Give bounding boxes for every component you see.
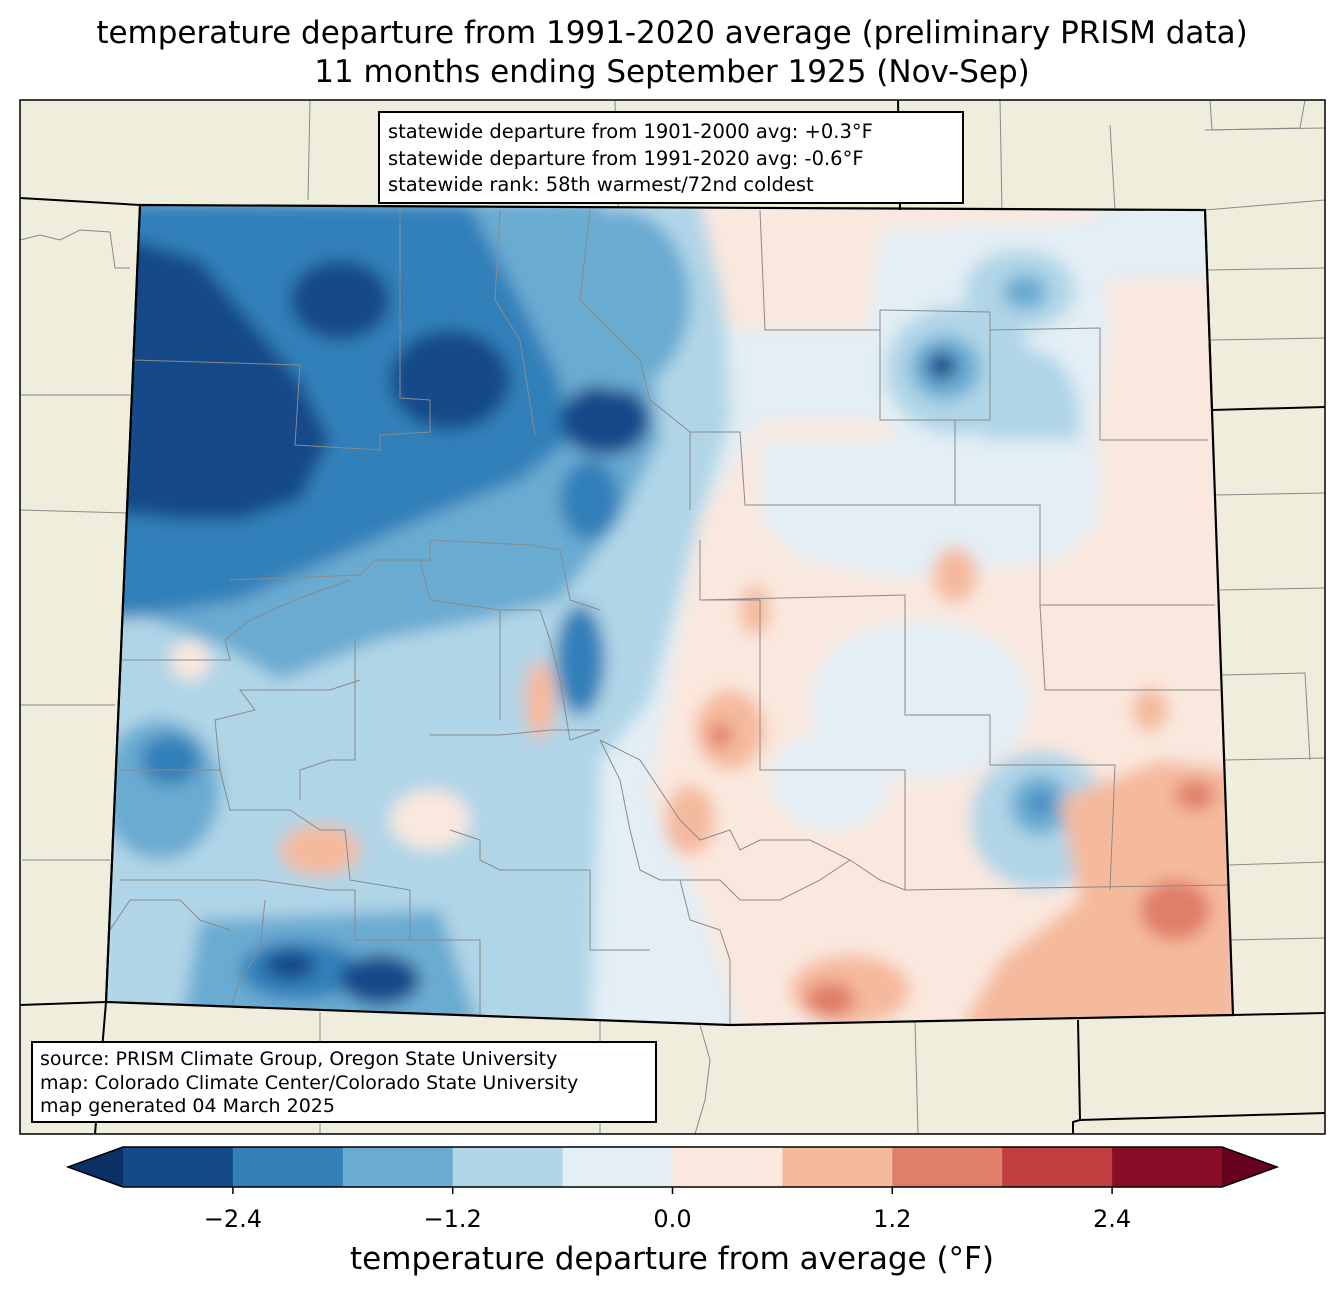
- stats-rank: statewide rank: 58th warmest/72nd coldes…: [388, 173, 814, 196]
- source-line: source: PRISM Climate Group, Oregon Stat…: [40, 1048, 558, 1070]
- colorbar-bin-3: [452, 1147, 564, 1187]
- colorbar-tick-label: −2.4: [203, 1205, 263, 1233]
- colorbar-bin-7: [892, 1147, 1003, 1187]
- stats-departure-1901-2000: statewide departure from 1901-2000 avg: …: [388, 120, 873, 143]
- stats-departure-1991-2020: statewide departure from 1991-2020 avg: …: [388, 146, 864, 170]
- colorbar-bin-2: [342, 1147, 454, 1187]
- source-box: source: PRISM Climate Group, Oregon Stat…: [31, 1041, 657, 1123]
- colorbar-bin-8: [1002, 1147, 1113, 1187]
- colorbar-over-arrow: [1222, 1147, 1277, 1187]
- statewide-stats-box: statewide departure from 1901-2000 avg: …: [378, 111, 964, 204]
- colorbar-tick-label: 1.2: [873, 1205, 912, 1233]
- temperature-field: [106, 205, 1233, 1025]
- colorbar-under-arrow: [68, 1147, 123, 1187]
- colorbar-bin-5: [672, 1147, 783, 1187]
- colorbar-bin-1: [232, 1147, 344, 1187]
- colorbar-bin-6: [782, 1147, 893, 1187]
- map-subtitle: 11 months ending September 1925 (Nov-Sep…: [314, 54, 1030, 90]
- colorbar-outline: [65, 1146, 1280, 1188]
- generated-date-line: map generated 04 March 2025: [40, 1095, 335, 1117]
- colorbar-bin-4: [562, 1147, 673, 1187]
- map-credit-line: map: Colorado Climate Center/Colorado St…: [40, 1071, 579, 1094]
- county-lines: [109, 209, 1229, 1025]
- map-title: temperature departure from 1991-2020 ave…: [96, 15, 1248, 51]
- colorbar-label: temperature departure from average (°F): [350, 1241, 994, 1277]
- colorbar-bin-0: [123, 1147, 234, 1187]
- colorbar: [65, 1146, 1280, 1194]
- colorbar-bin-9: [1112, 1147, 1223, 1187]
- colorbar-tick-label: 2.4: [1093, 1205, 1132, 1233]
- colorbar-tick-label: −1.2: [423, 1205, 482, 1233]
- map-frame: [19, 99, 1326, 1135]
- colorbar-tick-label: 0.0: [653, 1205, 692, 1233]
